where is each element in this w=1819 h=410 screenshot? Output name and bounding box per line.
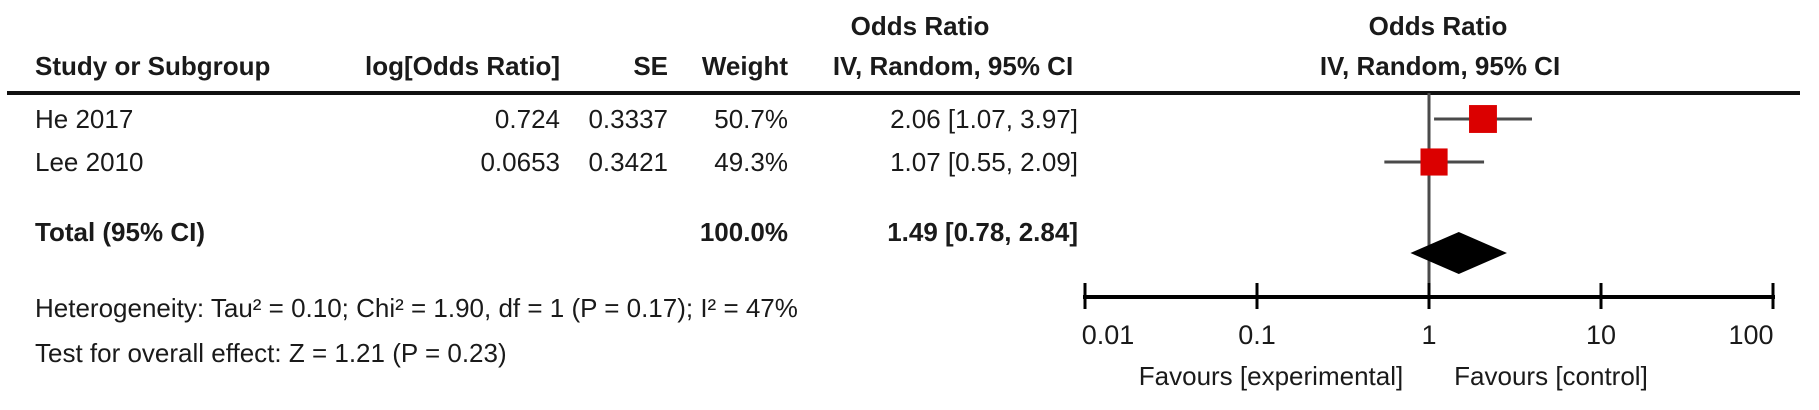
study-marker-square — [1420, 148, 1448, 176]
x-axis-tick-label: 100 — [1728, 320, 1773, 350]
study-name: Lee 2010 — [35, 147, 144, 177]
favours-experimental-label: Favours [experimental] — [1139, 361, 1403, 391]
study-weight: 49.3% — [714, 147, 788, 177]
header-row-1: Odds Ratio Odds Ratio — [0, 9, 1819, 43]
odds-ratio-text-column-title: Odds Ratio — [850, 11, 990, 41]
total-ci: 1.49 [0.78, 2.84] — [887, 217, 1078, 247]
header-row-2: Study or Subgroup log[Odds Ratio] SE Wei… — [0, 49, 1819, 83]
column-header-study: Study or Subgroup — [35, 51, 271, 81]
overall-effect-text: Test for overall effect: Z = 1.21 (P = 0… — [35, 338, 507, 368]
x-axis-tick-label: 0.01 — [1082, 320, 1135, 350]
study-se: 0.3421 — [588, 147, 668, 177]
heterogeneity-text: Heterogeneity: Tau² = 0.10; Chi² = 1.90,… — [35, 293, 798, 323]
table-row: Lee 2010 0.0653 0.3421 49.3% 1.07 [0.55,… — [0, 145, 1819, 179]
study-log-or: 0.0653 — [480, 147, 560, 177]
total-label: Total (95% CI) — [35, 217, 205, 247]
column-header-log-or: log[Odds Ratio] — [365, 51, 560, 81]
header-divider-rule — [7, 91, 1800, 95]
study-log-or: 0.724 — [494, 104, 560, 134]
study-marker-square — [1469, 105, 1497, 133]
table-row: He 2017 0.724 0.3337 50.7% 2.06 [1.07, 3… — [0, 102, 1819, 136]
heterogeneity-row: Heterogeneity: Tau² = 0.10; Chi² = 1.90,… — [0, 291, 1819, 325]
study-ci: 1.07 [0.55, 2.09] — [890, 147, 1078, 177]
total-weight: 100.0% — [699, 217, 788, 247]
total-diamond — [1410, 232, 1507, 274]
study-ci: 2.06 [1.07, 3.97] — [890, 104, 1078, 134]
forest-plot-svg: 0.01 0.1 1 10 100 Favours [experimental] Favou… — [1082, 93, 1775, 391]
odds-ratio-plot-column-title: Odds Ratio — [1368, 11, 1508, 41]
column-header-weight: Weight — [701, 51, 788, 81]
x-axis-tick-label: 0.1 — [1238, 320, 1276, 350]
x-axis-tick-label: 1 — [1421, 320, 1436, 350]
overall-effect-row: Test for overall effect: Z = 1.21 (P = 0… — [0, 336, 1819, 370]
x-axis-tick-label: 10 — [1586, 320, 1616, 350]
study-name: He 2017 — [35, 104, 134, 134]
study-weight: 50.7% — [714, 104, 788, 134]
column-header-se: SE — [633, 51, 668, 81]
column-header-ci-plot: IV, Random, 95% CI — [1319, 51, 1561, 81]
favours-control-label: Favours [control] — [1454, 361, 1648, 391]
study-se: 0.3337 — [588, 104, 668, 134]
column-header-ci-text: IV, Random, 95% CI — [832, 51, 1074, 81]
total-row: Total (95% CI) 100.0% 1.49 [0.78, 2.84] — [0, 215, 1819, 249]
